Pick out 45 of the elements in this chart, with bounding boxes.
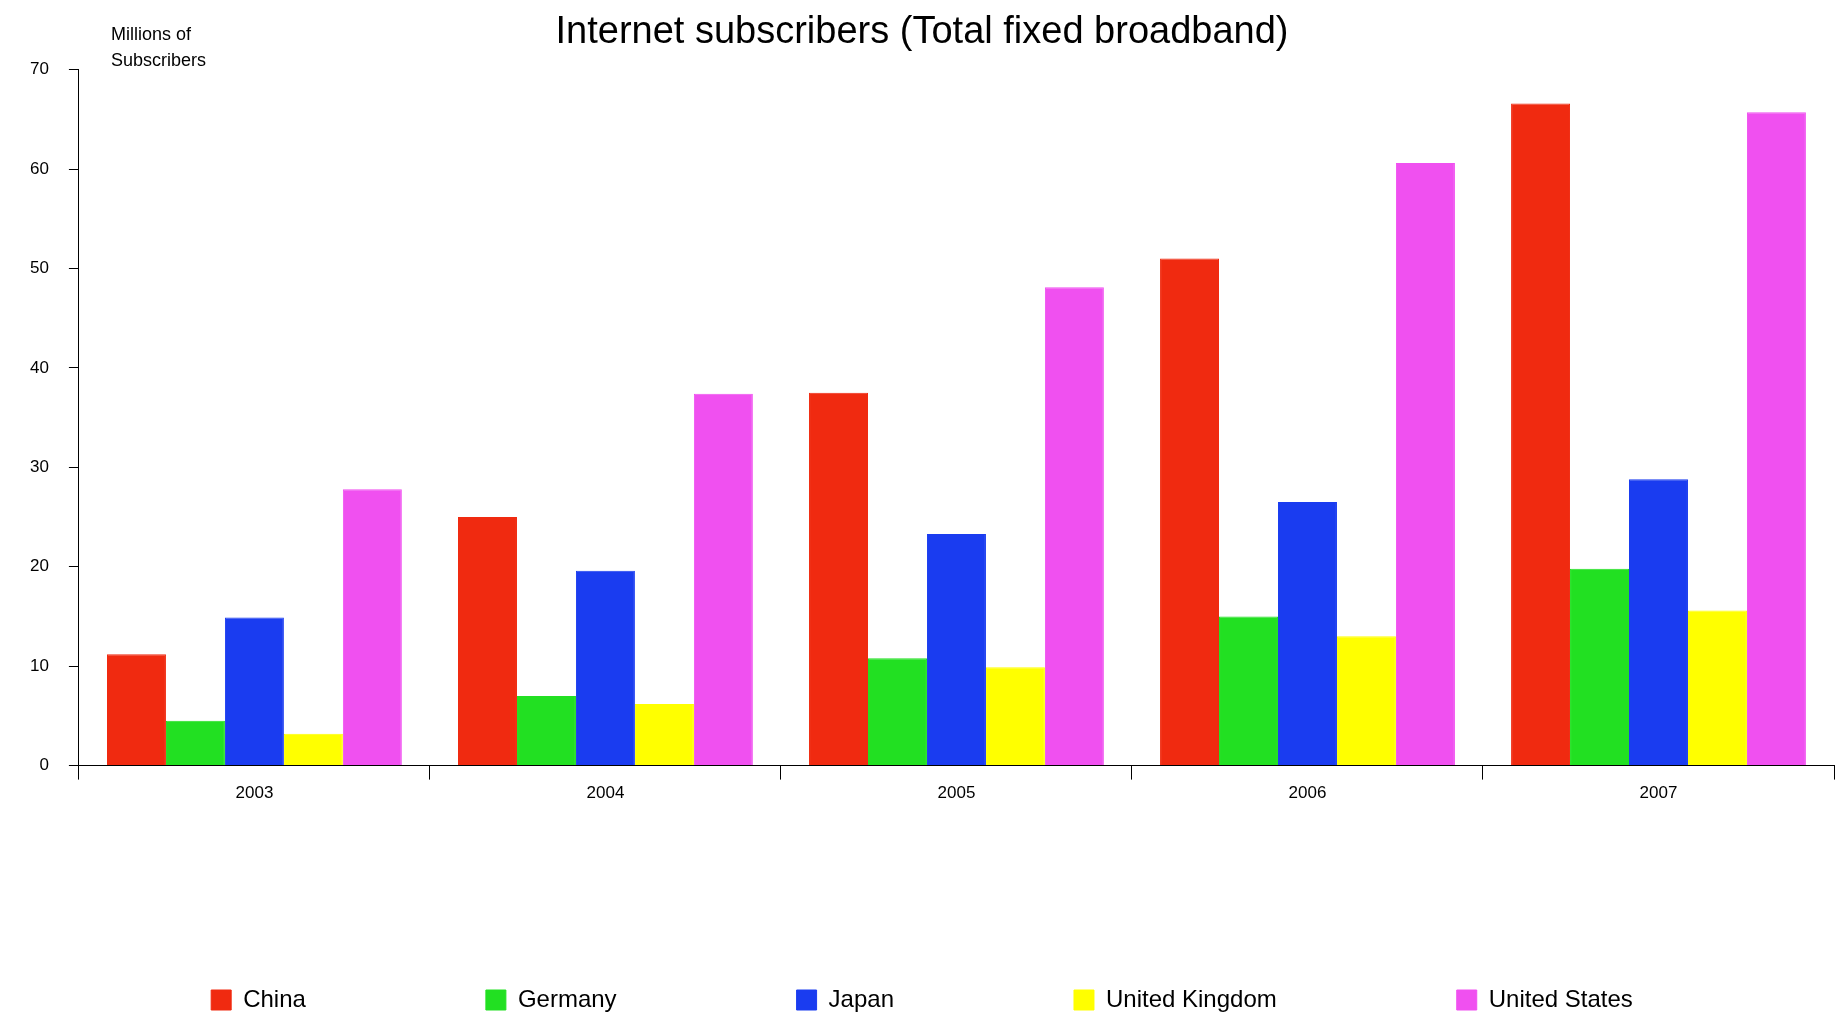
y-tick-label: 50 bbox=[29, 258, 49, 278]
bar bbox=[1219, 616, 1278, 766]
legend-label: Japan bbox=[828, 984, 894, 1012]
bar bbox=[693, 393, 753, 766]
y-tick-label: 10 bbox=[29, 655, 49, 675]
bar bbox=[634, 703, 694, 766]
bar bbox=[575, 570, 635, 766]
bar bbox=[342, 489, 402, 766]
bar bbox=[1629, 479, 1688, 766]
x-tick-label: 2006 bbox=[1288, 783, 1327, 803]
bar bbox=[809, 392, 868, 766]
y-tick-label: 30 bbox=[29, 457, 49, 476]
chart-title: Internet subscribers (Total fixed broadband) bbox=[555, 9, 1289, 52]
legend-label: Germany bbox=[517, 984, 617, 1012]
x-tick-label: 2003 bbox=[235, 783, 274, 803]
y-tick-label: 40 bbox=[29, 357, 49, 377]
bar bbox=[1336, 636, 1396, 766]
bar bbox=[1044, 287, 1104, 766]
bar bbox=[1746, 112, 1806, 766]
legend-label: China bbox=[243, 984, 307, 1012]
y-tick-label: 0 bbox=[39, 755, 49, 775]
bar bbox=[1570, 568, 1630, 766]
y-axis-title: Millions of Subscribers bbox=[110, 23, 206, 70]
legend-label: United Kingdom bbox=[1105, 984, 1277, 1012]
bar bbox=[1511, 103, 1571, 766]
bar bbox=[165, 720, 225, 766]
bar bbox=[1277, 502, 1337, 766]
bar bbox=[1395, 163, 1455, 766]
bar bbox=[516, 696, 576, 766]
y-tick-label: 20 bbox=[29, 556, 49, 576]
bar bbox=[868, 658, 927, 766]
bar bbox=[283, 733, 343, 766]
bar bbox=[458, 517, 517, 766]
y-tick-label: 60 bbox=[29, 158, 49, 178]
x-tick-label: 2005 bbox=[937, 783, 976, 803]
bar bbox=[1687, 610, 1747, 766]
bar bbox=[926, 533, 986, 766]
bar bbox=[1160, 258, 1220, 766]
bar bbox=[985, 667, 1045, 766]
bar bbox=[224, 617, 284, 766]
x-tick-label: 2004 bbox=[586, 783, 625, 803]
legend-label: United States bbox=[1488, 984, 1633, 1012]
x-tick-label: 2007 bbox=[1639, 783, 1678, 803]
bar bbox=[106, 654, 166, 766]
y-tick-label: 70 bbox=[29, 59, 49, 79]
